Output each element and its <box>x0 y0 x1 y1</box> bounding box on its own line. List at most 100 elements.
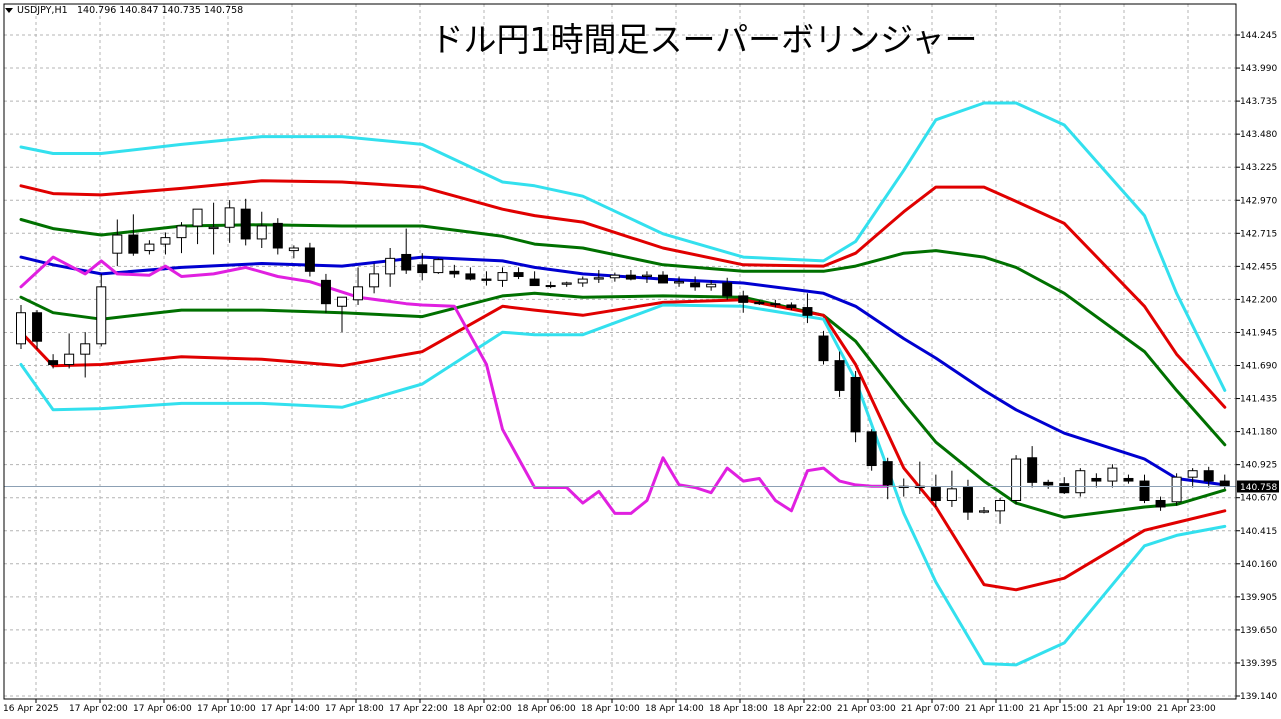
candle-body-bull <box>112 234 123 254</box>
candle <box>834 351 845 397</box>
candle <box>160 232 171 255</box>
candle <box>32 310 43 349</box>
candle <box>946 470 957 507</box>
candle-body-bull <box>96 286 107 345</box>
candle-body-bear <box>1219 480 1230 487</box>
candle <box>176 222 187 254</box>
candle-body-bear <box>1027 457 1038 483</box>
candle-body-bear <box>658 274 668 284</box>
candle-body-bull <box>16 312 26 345</box>
candle <box>593 270 604 283</box>
y-tick-label: 142.715 <box>1240 229 1277 239</box>
candle <box>866 429 877 471</box>
y-tick-label: 140.670 <box>1240 494 1277 504</box>
candle <box>898 478 909 497</box>
candle-body-bear <box>738 295 749 303</box>
candle-body-bull <box>192 208 203 227</box>
price-overlay: 140.758 <box>4 480 1279 493</box>
series-line--3- <box>19 303 1227 667</box>
candle-body-bull <box>641 274 652 277</box>
candle-body-bear <box>1043 481 1054 486</box>
candle <box>850 371 861 443</box>
grid <box>4 4 1236 699</box>
candle-body-bear <box>320 279 331 305</box>
candle-body-bull <box>609 274 620 279</box>
candle <box>208 202 219 255</box>
candlesticks <box>16 198 1230 524</box>
y-tick-label: 142.455 <box>1240 262 1277 272</box>
candle-body-bull <box>561 282 572 285</box>
candle-body-bull <box>1171 476 1182 503</box>
candle-body-bear <box>32 312 43 342</box>
candle-body-bear <box>930 487 941 501</box>
candle-body-bull <box>385 257 396 275</box>
y-tick-label: 139.905 <box>1240 593 1277 603</box>
candle-body-bull <box>369 273 380 288</box>
candle-body-bull <box>176 225 187 239</box>
candle <box>690 276 701 291</box>
candle <box>1011 455 1022 505</box>
candle <box>1155 496 1166 511</box>
axes: 144.245 143.990 143.735 143.480 143.225 142.9… <box>3 3 1277 714</box>
candle <box>641 271 652 283</box>
x-tick-label: 18 Apr 22:00 <box>773 704 832 714</box>
candle-body-bear <box>786 304 797 309</box>
x-tick-label: 21 Apr 23:00 <box>1157 704 1216 714</box>
candle-body-bear <box>818 335 829 362</box>
y-tick-label: 139.395 <box>1240 659 1277 669</box>
candle-body-bull <box>256 225 267 240</box>
candle <box>465 267 476 281</box>
series-line--3- <box>19 101 1227 392</box>
candle-body-bear <box>128 234 139 254</box>
y-tick-label: 139.650 <box>1240 626 1277 636</box>
candle <box>417 253 428 281</box>
candle-body-bull <box>497 272 508 281</box>
y-tick-label: 143.735 <box>1240 97 1277 107</box>
candle-body-bear <box>401 253 412 271</box>
candle <box>497 267 508 287</box>
current-price-tag <box>1237 480 1279 493</box>
candle-body-bull <box>593 277 604 280</box>
candle <box>738 290 749 313</box>
x-tick-label: 16 Apr 2025 <box>3 704 59 714</box>
x-tick-label: 21 Apr 19:00 <box>1093 704 1152 714</box>
candle <box>337 296 347 333</box>
candle-body-bear <box>962 487 973 513</box>
candle-body-bull <box>1187 470 1198 478</box>
candle-body-bull <box>1075 470 1086 494</box>
candle <box>706 280 717 291</box>
candle-body-bull <box>64 353 75 366</box>
candle <box>674 276 685 287</box>
candle-body-bear <box>866 431 877 467</box>
plot-frame <box>3 3 1237 700</box>
candle <box>1043 479 1054 489</box>
candle <box>320 273 331 313</box>
x-tick-label: 18 Apr 10:00 <box>581 704 640 714</box>
candle-body-bull <box>1011 458 1022 501</box>
candle-body-bear <box>304 247 315 272</box>
candle-body-bull <box>353 286 364 301</box>
candle-body-bull <box>433 259 444 274</box>
candle-body-bear <box>882 461 893 486</box>
candle <box>1171 473 1182 506</box>
series-line--2- <box>19 179 1227 409</box>
chart-title: ドル円1時間足スーパーボリンジャー <box>430 20 977 59</box>
x-tick-label: 17 Apr 22:00 <box>389 704 448 714</box>
candle <box>240 198 251 246</box>
menu-triangle-icon[interactable] <box>5 8 13 13</box>
candle <box>722 277 733 300</box>
candle <box>353 267 364 305</box>
y-tick-label: 141.690 <box>1240 362 1277 372</box>
x-tick-label: 18 Apr 02:00 <box>453 704 512 714</box>
candle-body-bear <box>240 208 251 240</box>
candle-body-bear <box>754 301 765 305</box>
x-tick-label: 18 Apr 14:00 <box>645 704 704 714</box>
x-tick-label: 17 Apr 14:00 <box>261 704 320 714</box>
candle-body-bear <box>513 272 524 277</box>
candle <box>192 208 203 245</box>
candle <box>529 271 540 287</box>
series-line--2- <box>19 298 1227 592</box>
candle-body-bull <box>144 243 155 252</box>
candle-body-bull <box>208 226 219 230</box>
candle-body-bull <box>224 207 235 228</box>
